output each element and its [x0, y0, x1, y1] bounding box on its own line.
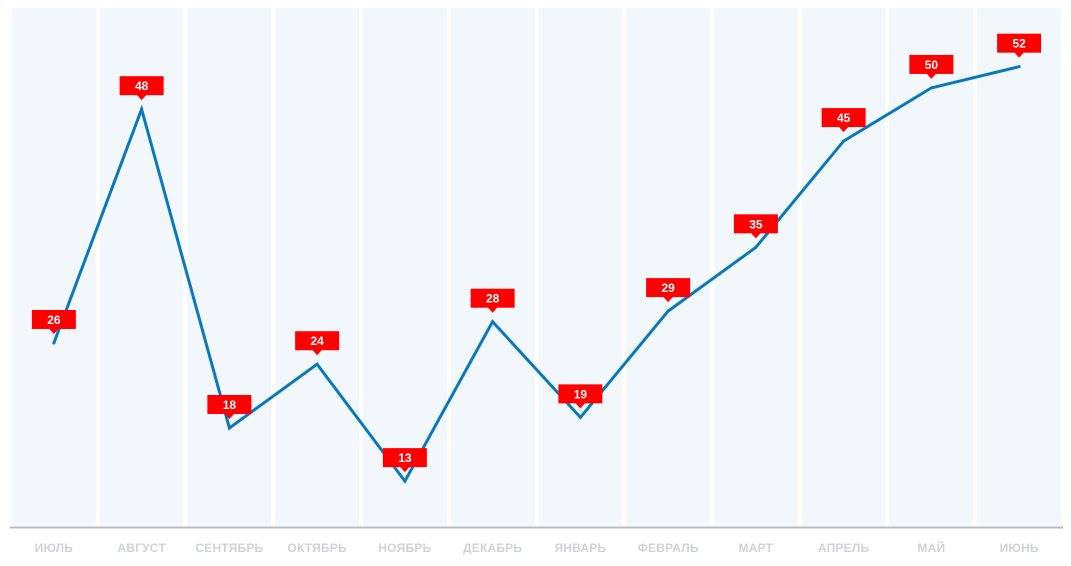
data-label-box: [909, 54, 954, 74]
data-label-text: 19: [574, 387, 588, 401]
data-label: 13: [382, 448, 427, 473]
series-line: [52, 65, 1021, 484]
column-band: [187, 8, 272, 526]
data-label: 48: [119, 76, 164, 101]
data-point: [666, 309, 670, 313]
data-label: 26: [31, 309, 76, 334]
data-label-pointer: [575, 402, 586, 409]
column-band: [626, 8, 710, 526]
data-label: 50: [909, 54, 954, 79]
data-label-box: [470, 288, 515, 308]
data-label-box: [382, 448, 427, 468]
data-label-pointer: [136, 94, 147, 101]
x-tick-label: АПРЕЛЬ: [818, 541, 870, 555]
data-labels: 26 48 18 24 13 28 19 29 35 45 50 52: [31, 33, 1042, 473]
data-label-pointer: [663, 296, 674, 303]
data-point: [315, 362, 319, 366]
data-label-text: 28: [486, 292, 500, 306]
x-tick-labels: ИЮЛЬ АВГУСТ СЕНТЯБРЬ ОКТЯБРЬ НОЯБРЬ ДЕКАБРЬ ЯН…: [35, 540, 1039, 555]
column-band: [889, 8, 974, 526]
data-point: [227, 426, 231, 430]
data-label-text: 45: [837, 111, 851, 125]
data-label-box: [295, 331, 340, 351]
data-label-pointer: [487, 307, 498, 313]
x-tick-label: НОЯБРЬ: [378, 541, 431, 555]
data-label: 28: [470, 288, 515, 313]
data-label-text: 18: [223, 398, 237, 412]
column-band: [801, 8, 886, 526]
data-label: 24: [295, 331, 340, 356]
series-group: [52, 65, 1021, 484]
data-label-pointer: [838, 126, 849, 133]
data-point: [578, 415, 582, 419]
data-label: 35: [733, 214, 778, 239]
x-tick-label: МАЙ: [917, 540, 945, 555]
data-point: [491, 320, 495, 324]
data-point: [52, 341, 56, 345]
data-label-text: 35: [749, 217, 763, 231]
data-label-text: 52: [1012, 37, 1026, 51]
data-label: 45: [821, 108, 866, 133]
data-label-box: [821, 108, 866, 128]
data-label-box: [646, 278, 691, 298]
column-band: [363, 8, 447, 526]
data-label-pointer: [224, 413, 235, 419]
x-tick-label: ЯНВАРЬ: [554, 541, 606, 555]
x-tick-label: ОКТЯБРЬ: [287, 541, 347, 555]
data-label: 29: [646, 278, 691, 303]
column-bands: [12, 8, 1061, 526]
data-label-pointer: [926, 73, 937, 79]
data-label-box: [558, 384, 603, 404]
x-tick-label: СЕНТЯБРЬ: [195, 541, 263, 555]
data-label-pointer: [399, 466, 410, 473]
x-tick-label: ИЮНЬ: [1000, 541, 1039, 555]
data-point: [1017, 65, 1021, 69]
data-label-box: [31, 309, 76, 329]
data-label-pointer: [750, 232, 761, 239]
data-label-pointer: [48, 328, 59, 334]
data-label-box: [207, 394, 252, 414]
column-band: [275, 8, 359, 526]
data-label-text: 29: [661, 281, 675, 295]
data-point: [842, 139, 846, 143]
data-point: [403, 479, 407, 483]
data-label-pointer: [312, 349, 323, 356]
data-label-pointer: [1014, 52, 1025, 58]
data-label-text: 26: [47, 313, 61, 327]
data-label-box: [119, 76, 164, 96]
data-label-box: [733, 214, 778, 234]
column-band: [977, 8, 1061, 526]
column-band: [538, 8, 623, 526]
x-tick-label: ИЮЛЬ: [35, 541, 74, 555]
data-point: [754, 245, 758, 249]
x-tick-label: ФЕВРАЛЬ: [638, 541, 699, 555]
data-point: [140, 107, 144, 111]
x-tick-label: МАРТ: [739, 541, 774, 555]
data-label-text: 13: [398, 451, 412, 465]
data-label-box: [997, 33, 1042, 53]
data-label-text: 24: [310, 334, 324, 348]
data-label: 18: [207, 394, 252, 419]
data-point: [929, 86, 933, 90]
data-label: 19: [558, 384, 603, 409]
data-label: 52: [997, 33, 1042, 58]
column-band: [450, 8, 535, 526]
x-tick-label: ДЕКАБРЬ: [463, 541, 522, 555]
data-label-text: 48: [135, 79, 149, 93]
x-tick-label: АВГУСТ: [117, 541, 166, 555]
data-label-text: 50: [925, 58, 939, 72]
